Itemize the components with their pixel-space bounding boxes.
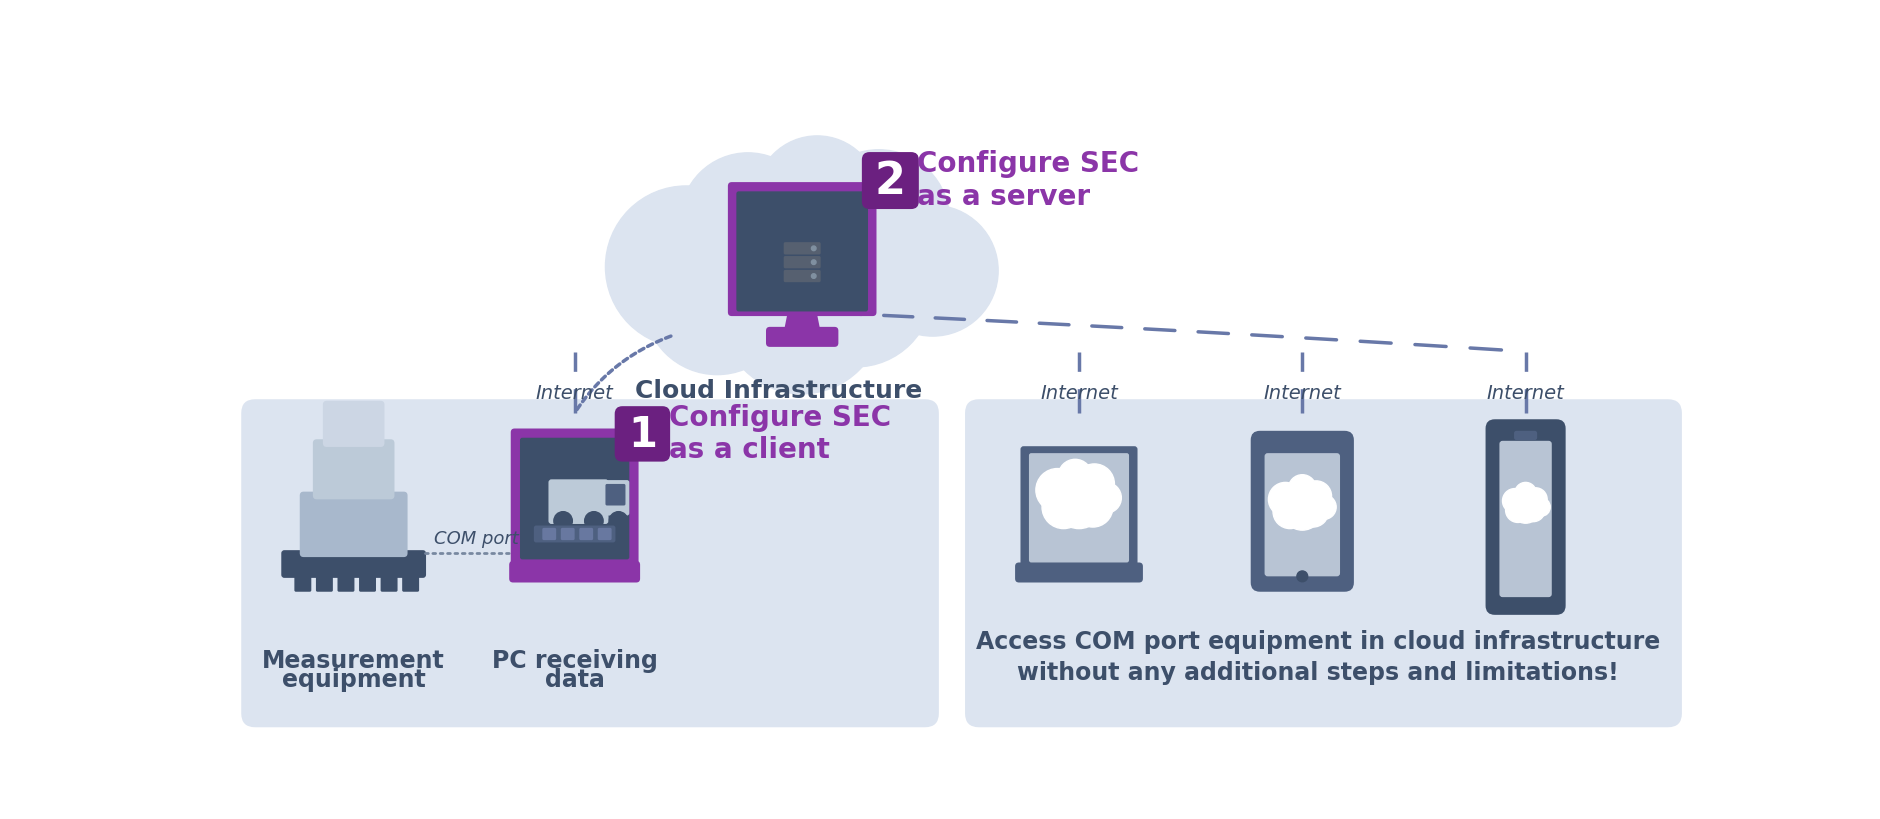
FancyBboxPatch shape <box>765 328 838 347</box>
Circle shape <box>1532 498 1551 517</box>
Circle shape <box>1036 469 1079 512</box>
FancyBboxPatch shape <box>784 270 822 283</box>
Text: Internet: Internet <box>1487 383 1564 402</box>
Circle shape <box>867 206 998 337</box>
Text: as a client: as a client <box>669 436 829 464</box>
Text: Access COM port equipment in cloud infrastructure
without any additional steps a: Access COM port equipment in cloud infra… <box>976 629 1660 685</box>
Circle shape <box>1090 483 1120 514</box>
Text: equipment: equipment <box>282 667 425 691</box>
Circle shape <box>1312 495 1337 520</box>
Text: Internet: Internet <box>536 383 613 402</box>
FancyBboxPatch shape <box>964 400 1683 727</box>
Text: data: data <box>545 667 605 691</box>
FancyBboxPatch shape <box>861 153 919 210</box>
Circle shape <box>1506 498 1530 523</box>
FancyBboxPatch shape <box>241 400 938 727</box>
Text: Configure SEC: Configure SEC <box>669 403 891 432</box>
Circle shape <box>812 247 816 251</box>
FancyBboxPatch shape <box>603 481 630 516</box>
FancyBboxPatch shape <box>1513 432 1538 441</box>
FancyBboxPatch shape <box>299 492 408 558</box>
FancyBboxPatch shape <box>509 561 639 583</box>
FancyBboxPatch shape <box>323 401 385 447</box>
Circle shape <box>605 187 767 348</box>
Circle shape <box>1525 488 1547 511</box>
Circle shape <box>1073 464 1115 505</box>
FancyBboxPatch shape <box>728 183 876 317</box>
Circle shape <box>1515 483 1536 505</box>
FancyBboxPatch shape <box>1021 446 1137 570</box>
Text: Internet: Internet <box>1040 383 1119 402</box>
Circle shape <box>1042 486 1085 529</box>
Text: 2: 2 <box>874 160 906 203</box>
FancyBboxPatch shape <box>380 572 397 592</box>
Text: 1: 1 <box>628 414 656 455</box>
FancyBboxPatch shape <box>598 528 611 541</box>
FancyBboxPatch shape <box>534 526 615 543</box>
Polygon shape <box>784 310 822 333</box>
Circle shape <box>812 260 816 265</box>
FancyBboxPatch shape <box>1250 432 1354 592</box>
Circle shape <box>1502 489 1527 514</box>
FancyBboxPatch shape <box>549 480 609 524</box>
Circle shape <box>555 512 572 531</box>
Text: Configure SEC: Configure SEC <box>917 151 1139 179</box>
Text: Cloud Infrastructure: Cloud Infrastructure <box>635 379 923 403</box>
FancyBboxPatch shape <box>511 429 639 569</box>
Circle shape <box>681 154 816 289</box>
FancyBboxPatch shape <box>560 528 575 541</box>
FancyBboxPatch shape <box>316 572 333 592</box>
FancyBboxPatch shape <box>541 528 556 541</box>
Circle shape <box>1288 475 1316 503</box>
FancyBboxPatch shape <box>784 256 822 269</box>
Text: Measurement: Measurement <box>263 648 446 672</box>
FancyBboxPatch shape <box>282 550 427 578</box>
Text: PC receiving: PC receiving <box>493 648 658 672</box>
FancyBboxPatch shape <box>295 572 312 592</box>
FancyBboxPatch shape <box>605 484 626 506</box>
Circle shape <box>1073 487 1113 527</box>
Text: COM port: COM port <box>434 529 519 547</box>
FancyBboxPatch shape <box>338 572 355 592</box>
FancyBboxPatch shape <box>402 572 419 592</box>
Circle shape <box>720 233 882 395</box>
Circle shape <box>1301 482 1331 512</box>
FancyBboxPatch shape <box>1028 454 1130 563</box>
FancyBboxPatch shape <box>1485 420 1566 615</box>
Circle shape <box>1269 483 1303 517</box>
Circle shape <box>694 198 863 368</box>
FancyBboxPatch shape <box>784 243 822 256</box>
Circle shape <box>645 229 790 375</box>
Circle shape <box>1297 496 1329 527</box>
FancyBboxPatch shape <box>615 407 669 462</box>
Circle shape <box>1282 491 1322 531</box>
Circle shape <box>1512 495 1540 523</box>
FancyBboxPatch shape <box>521 438 630 559</box>
Circle shape <box>756 137 878 260</box>
Circle shape <box>1058 459 1092 494</box>
Circle shape <box>778 214 932 368</box>
Circle shape <box>1521 499 1545 522</box>
FancyBboxPatch shape <box>359 572 376 592</box>
FancyBboxPatch shape <box>1500 441 1551 597</box>
Circle shape <box>808 151 949 292</box>
FancyBboxPatch shape <box>1015 563 1143 583</box>
Circle shape <box>812 274 816 279</box>
Circle shape <box>1273 495 1307 529</box>
Text: as a server: as a server <box>917 183 1090 210</box>
FancyBboxPatch shape <box>737 192 869 312</box>
Text: Internet: Internet <box>1263 383 1340 402</box>
Circle shape <box>1297 572 1308 582</box>
FancyBboxPatch shape <box>312 440 395 500</box>
Circle shape <box>609 512 628 531</box>
FancyBboxPatch shape <box>1265 454 1340 577</box>
Circle shape <box>585 512 603 531</box>
FancyBboxPatch shape <box>579 528 592 541</box>
Circle shape <box>1055 480 1104 529</box>
